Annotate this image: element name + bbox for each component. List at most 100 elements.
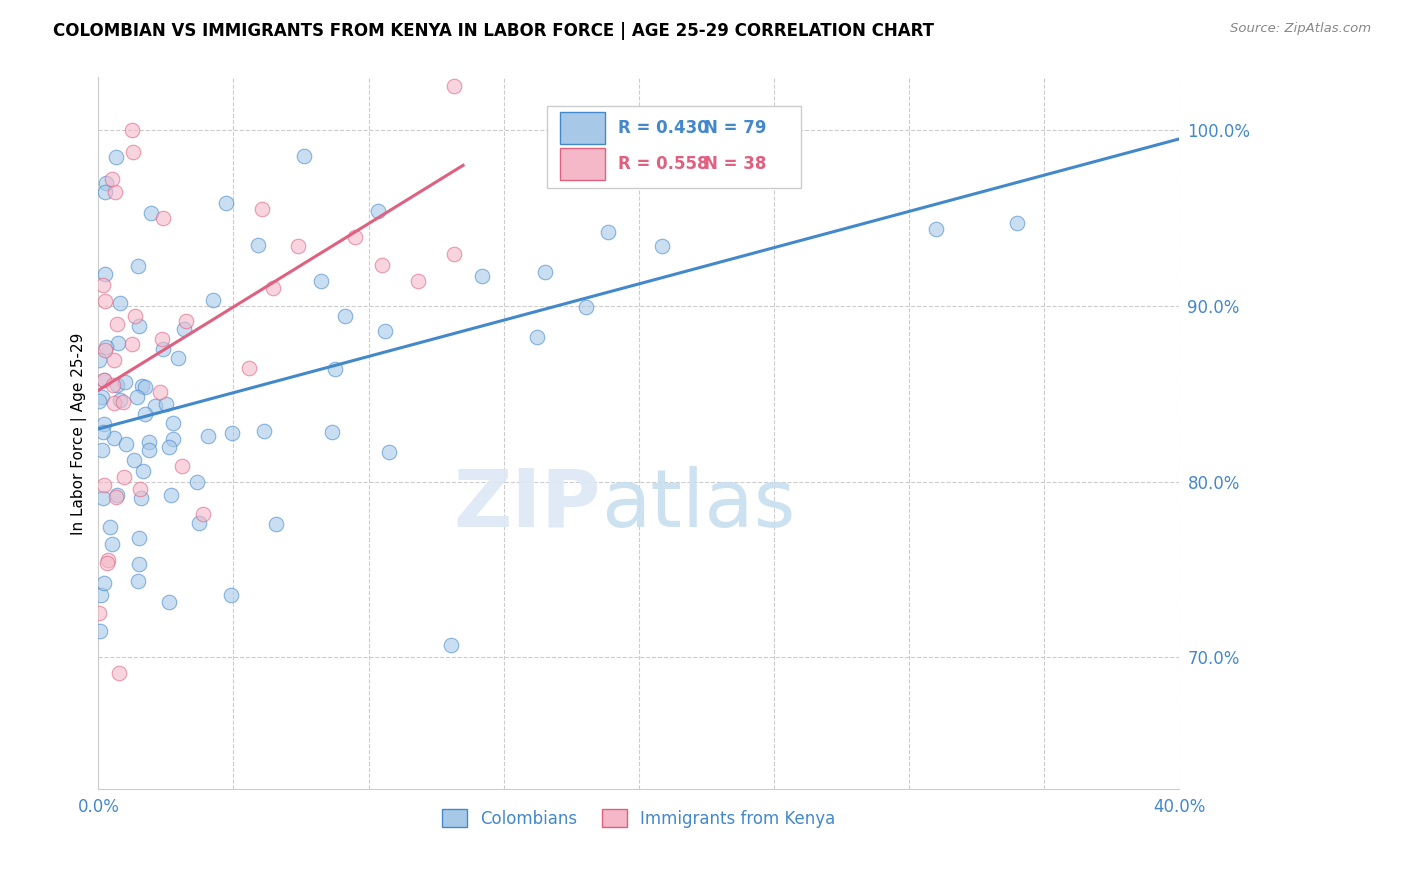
Point (122, 453, 145, 467)
FancyBboxPatch shape (547, 106, 801, 187)
Point (91, 442, 114, 457)
Point (104, 150, 127, 164)
Point (138, 442, 160, 457)
Point (651, 238, 673, 252)
Point (132, 464, 155, 478)
Point (333, 309, 356, 323)
Point (89, 353, 111, 368)
Point (93, 293, 115, 308)
Point (134, 380, 156, 394)
Text: R = 0.430: R = 0.430 (619, 119, 709, 137)
Point (128, 557, 150, 571)
Text: COLOMBIAN VS IMMIGRANTS FROM KENYA IN LABOR FORCE | AGE 25-29 CORRELATION CHART: COLOMBIAN VS IMMIGRANTS FROM KENYA IN LA… (53, 22, 935, 40)
Point (155, 397, 177, 411)
Point (634, 146, 657, 161)
Point (321, 425, 343, 439)
Point (114, 375, 136, 389)
Point (103, 395, 125, 409)
Point (238, 361, 260, 376)
Point (93, 373, 115, 387)
Point (371, 258, 394, 272)
Point (90, 588, 112, 602)
Point (215, 196, 238, 211)
Point (443, 247, 465, 261)
Point (202, 293, 225, 308)
Point (105, 487, 128, 501)
Point (91, 491, 114, 505)
Text: N = 79: N = 79 (703, 119, 766, 137)
Point (152, 211, 174, 226)
Point (96, 340, 118, 354)
Point (443, 79, 465, 94)
Point (96, 557, 118, 571)
Point (323, 361, 346, 376)
Point (93, 478, 115, 492)
Text: N = 38: N = 38 (703, 155, 766, 173)
FancyBboxPatch shape (560, 112, 605, 144)
Point (526, 330, 548, 344)
Point (292, 149, 315, 163)
Point (287, 239, 309, 253)
Point (103, 353, 125, 368)
Point (374, 324, 396, 338)
Point (128, 318, 150, 333)
Point (91, 425, 114, 439)
Point (262, 281, 284, 295)
Point (101, 537, 124, 551)
Text: atlas: atlas (600, 466, 796, 543)
Point (219, 588, 242, 602)
Point (107, 336, 129, 351)
Y-axis label: In Labor Force | Age 25-29: In Labor Force | Age 25-29 (72, 332, 87, 534)
Point (197, 429, 219, 443)
Point (121, 337, 143, 351)
Point (266, 516, 288, 531)
Point (191, 507, 214, 521)
Point (129, 482, 152, 496)
Point (91, 390, 114, 404)
Point (108, 665, 131, 680)
Point (131, 491, 153, 505)
Point (128, 531, 150, 545)
Point (93, 373, 115, 387)
Point (94, 267, 117, 281)
Point (150, 333, 173, 347)
Point (93, 417, 115, 432)
Point (162, 433, 184, 447)
Point (143, 399, 166, 413)
Point (186, 475, 208, 489)
Point (1005, 215, 1028, 229)
Point (103, 378, 125, 392)
Point (89, 394, 111, 409)
Point (152, 342, 174, 356)
Text: Source: ZipAtlas.com: Source: ZipAtlas.com (1230, 22, 1371, 36)
Point (103, 431, 125, 445)
Point (108, 393, 131, 408)
Point (247, 238, 270, 252)
Point (157, 595, 180, 609)
Point (157, 441, 180, 455)
Point (101, 171, 124, 186)
Point (112, 470, 135, 484)
Point (188, 516, 211, 531)
Point (98, 519, 121, 533)
Point (94, 185, 117, 199)
Point (221, 425, 243, 440)
Point (127, 260, 149, 274)
Point (104, 490, 127, 504)
Point (440, 638, 463, 652)
Point (125, 391, 148, 405)
Point (575, 300, 598, 314)
Text: R = 0.558: R = 0.558 (619, 155, 709, 173)
Point (91, 277, 114, 292)
Point (121, 123, 143, 137)
Point (172, 458, 194, 473)
Point (96, 176, 118, 190)
Point (87, 606, 110, 620)
Point (925, 222, 948, 236)
Point (408, 274, 430, 288)
Point (93, 576, 115, 591)
Text: ZIP: ZIP (454, 466, 600, 543)
Point (122, 145, 145, 159)
Point (344, 230, 367, 244)
Point (108, 295, 131, 310)
